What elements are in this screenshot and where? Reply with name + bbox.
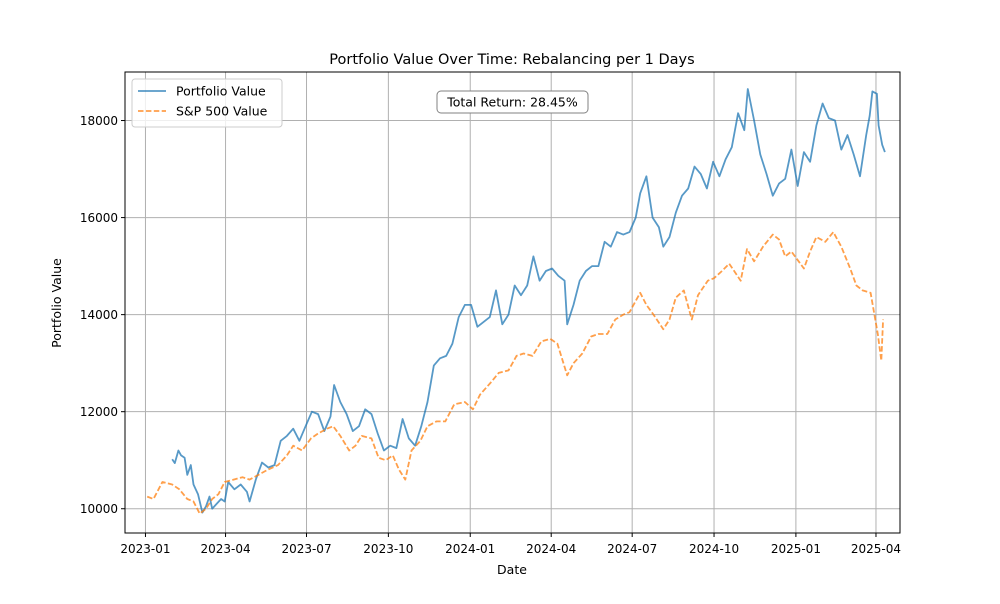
legend-label-portfolio: Portfolio Value [176,84,266,99]
y-tick-label: 18000 [80,114,118,128]
x-tick-label: 2024-10 [689,542,739,556]
y-axis: 10000 12000 14000 16000 18000 [80,114,125,516]
y-tick-label: 10000 [80,502,118,516]
x-tick-label: 2023-01 [120,542,170,556]
y-axis-label: Portfolio Value [49,258,64,348]
x-tick-label: 2023-04 [200,542,250,556]
portfolio-value-line [171,88,886,514]
legend-box [131,78,283,128]
plot-frame [124,71,901,534]
y-tick-label: 14000 [80,308,118,322]
x-tick-label: 2025-01 [771,542,821,556]
x-tick-label: 2023-10 [363,542,413,556]
x-tick-label: 2025-04 [851,542,901,556]
annotation-box [436,90,589,114]
legend: Portfolio Value S&P 500 Value [131,78,283,128]
sp500-value-line [146,231,884,515]
x-tick-label: 2024-07 [607,542,657,556]
x-axis: 2023-01 2023-04 2023-07 2023-10 2024-01 2024-… [120,533,901,556]
series-layer [146,88,886,515]
x-tick-label: 2023-07 [281,542,331,556]
total-return-annotation: Total Return: 28.45% [436,90,589,114]
x-axis-label: Date [497,562,527,577]
annotation-text: Total Return: 28.45% [446,95,578,110]
x-tick-label: 2024-04 [526,542,576,556]
grid [125,72,900,533]
x-tick-label: 2024-01 [445,542,495,556]
y-tick-label: 16000 [80,211,118,225]
legend-label-sp500: S&P 500 Value [176,104,268,119]
y-tick-label: 12000 [80,405,118,419]
chart-title: Portfolio Value Over Time: Rebalancing p… [329,52,694,68]
